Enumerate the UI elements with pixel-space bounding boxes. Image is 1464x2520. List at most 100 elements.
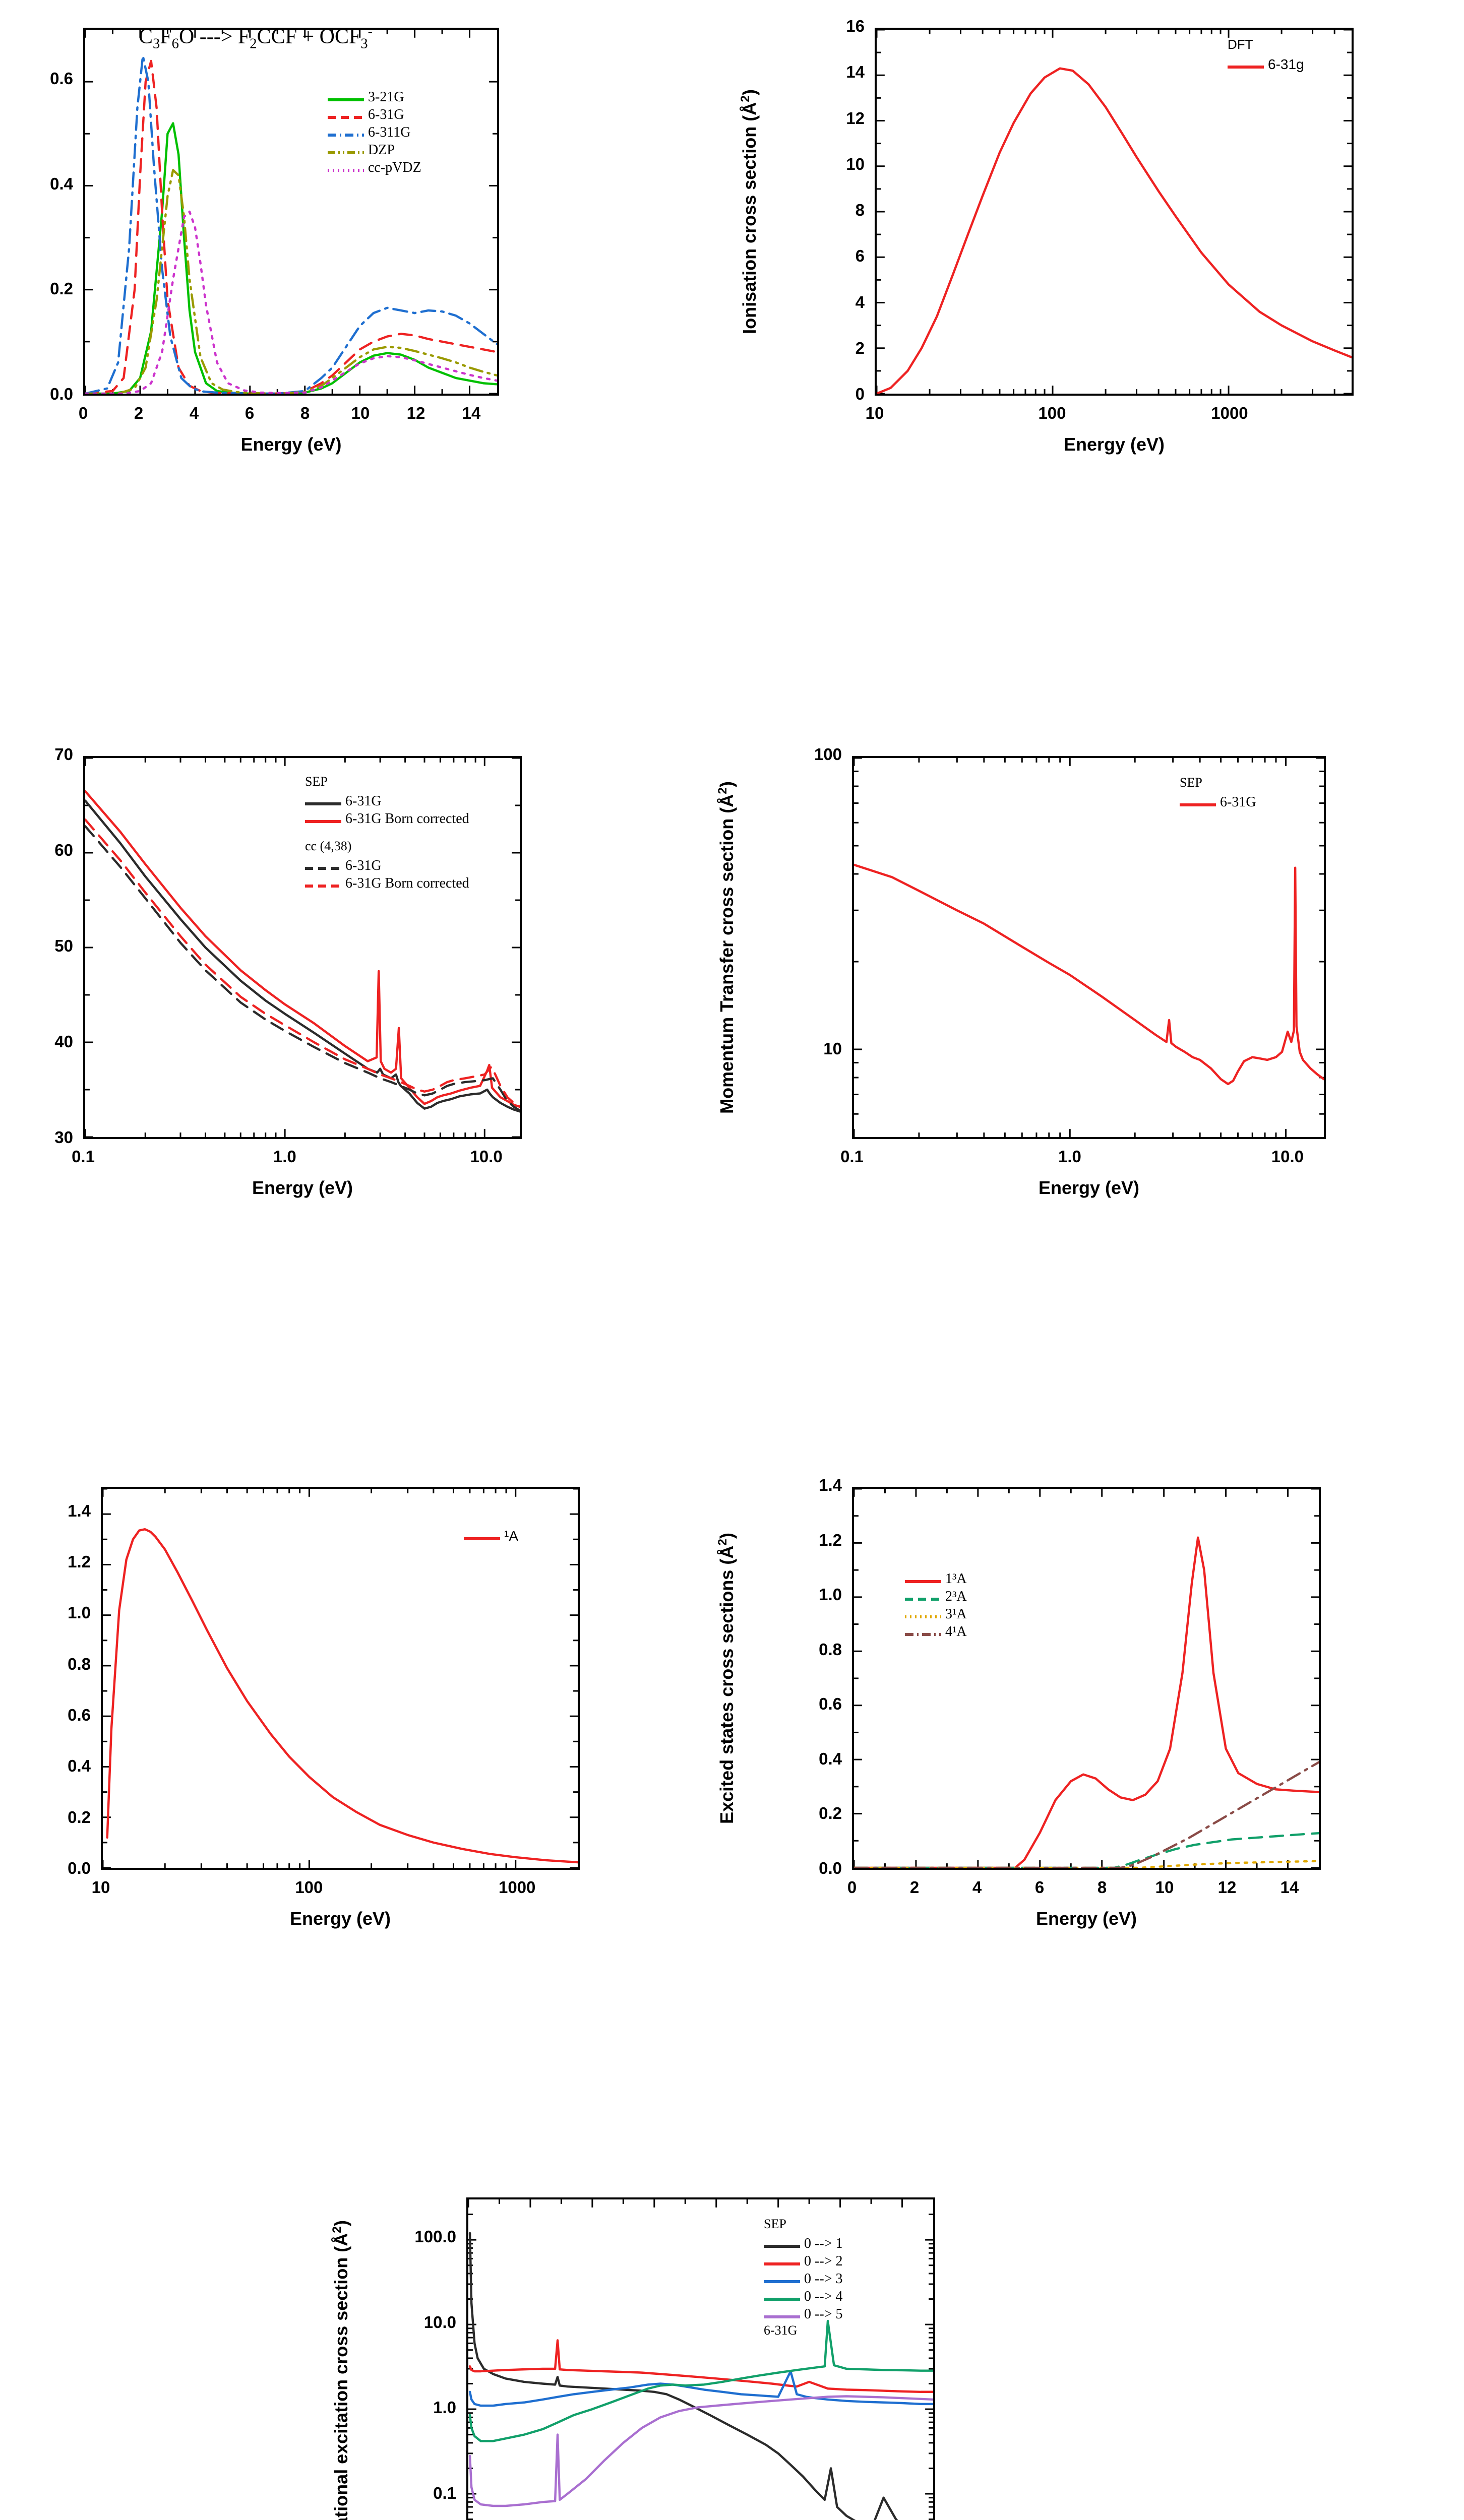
- legend-item[interactable]: cc-pVDZ: [328, 159, 421, 176]
- legend-item[interactable]: 4¹A: [905, 1623, 967, 1641]
- x-tick-label: 12: [406, 404, 425, 422]
- legend-ionisation: DFT 6-31g: [1228, 37, 1304, 73]
- plot-canvas-bef: [103, 1489, 578, 1868]
- plot-canvas-rotational: [468, 2199, 933, 2520]
- y-tick-label: 0.8: [819, 1640, 842, 1659]
- x-tick-label: 6: [245, 404, 255, 422]
- y-tick-label: 0.4: [68, 1756, 91, 1776]
- x-tick-label: 0.1: [840, 1147, 864, 1166]
- y-axis-title-rotational: Rotational excitation cross section (Å2): [330, 2220, 351, 2520]
- plot-canvas-ionisation: [877, 30, 1352, 394]
- legend-item[interactable]: 6-311G: [328, 123, 421, 141]
- legend-heading: SEP: [1180, 775, 1202, 790]
- x-tick-label: 2: [909, 1878, 920, 1897]
- series-line: [877, 67, 1352, 394]
- legend-item[interactable]: 0 --> 3: [764, 2270, 842, 2288]
- legend-label: cc-pVDZ: [368, 160, 421, 175]
- legend-heading: 6-31G: [764, 2323, 798, 2338]
- legend-label: 6-31g: [1268, 56, 1304, 72]
- legend-item[interactable]: 6-31G Born corrected: [305, 874, 469, 892]
- series-line: [85, 818, 520, 1108]
- legend-label: 0 --> 2: [804, 2253, 843, 2269]
- y-tick-label: 0.0: [68, 1859, 91, 1877]
- x-tick-label: 100: [1038, 404, 1066, 422]
- legend-item[interactable]: 3-21G: [328, 88, 421, 106]
- y-tick-label: 0.6: [68, 1706, 91, 1724]
- legend-heading: DFT: [1228, 37, 1253, 52]
- legend-label: 6-31G: [345, 858, 382, 873]
- series-line: [854, 1860, 1319, 1868]
- series-line: [468, 2395, 933, 2507]
- legend-rotational: SEP 0 --> 1 0 --> 2 0 --> 3 0 --> 4 0 --> 5 6-…: [764, 2217, 842, 2341]
- legend-item[interactable]: 6-31G: [1180, 793, 1256, 811]
- series-line: [854, 1761, 1319, 1868]
- plot-canvas-elastic: [85, 758, 520, 1137]
- y-tick-label: 14: [846, 62, 865, 82]
- y-tick-label: 10: [846, 154, 865, 173]
- y-tick-label: 50: [54, 936, 73, 955]
- legend-label: 3-21G: [368, 89, 404, 105]
- legend-heading: SEP: [305, 774, 328, 789]
- legend-item[interactable]: 0 --> 4: [764, 2288, 842, 2305]
- y-tick-label: 1.0: [433, 2398, 456, 2417]
- y-tick-label: 0.1: [433, 2484, 456, 2503]
- x-axis-title-dea: Energy (eV): [240, 434, 342, 455]
- legend-item[interactable]: 6-31G: [305, 792, 469, 810]
- y-tick-label: 70: [54, 745, 73, 764]
- y-tick-label: 0.2: [68, 1807, 91, 1826]
- legend-item[interactable]: 1³A: [905, 1570, 967, 1588]
- legend-item[interactable]: 0 --> 5: [764, 2305, 842, 2323]
- x-tick-label: 10.0: [1271, 1147, 1304, 1166]
- legend-item[interactable]: 3¹A: [905, 1605, 967, 1623]
- y-tick-label: 0.8: [68, 1654, 91, 1673]
- x-tick-label: 8: [1097, 1878, 1107, 1897]
- legend-item[interactable]: 6-31G: [305, 857, 469, 874]
- y-tick-label: 1.4: [68, 1501, 91, 1520]
- legend-item[interactable]: 0 --> 1: [764, 2235, 842, 2252]
- x-tick-label: 10.0: [470, 1147, 503, 1166]
- series-line: [85, 54, 497, 394]
- legend-label: 0 --> 5: [804, 2306, 843, 2322]
- legend-item[interactable]: DZP: [328, 141, 421, 159]
- legend-label: ¹A: [504, 1528, 518, 1544]
- plot-frame-dea: [83, 28, 499, 396]
- legend-label: 0 --> 3: [804, 2271, 843, 2287]
- series-line: [85, 59, 497, 394]
- legend-item[interactable]: 0 --> 2: [764, 2252, 842, 2270]
- legend-item[interactable]: 6-31G: [328, 106, 421, 123]
- legend-label: 6-31G: [1220, 794, 1256, 810]
- legend-item[interactable]: 6-31G Born corrected: [305, 810, 469, 828]
- legend-excited: 1³A 2³A 3¹A 4¹A: [905, 1570, 967, 1641]
- y-tick-label: 100.0: [414, 2227, 456, 2246]
- legend-label: 6-31G Born corrected: [345, 875, 469, 891]
- y-tick-label: 60: [54, 841, 73, 859]
- x-axis-title-ionisation: Energy (eV): [1063, 434, 1165, 455]
- y-tick-label: 0.4: [819, 1749, 842, 1768]
- legend-heading: cc (4,38): [305, 839, 352, 853]
- legend-label: 1³A: [945, 1571, 967, 1587]
- legend-gap: [305, 828, 469, 839]
- legend-item[interactable]: 6-31g: [1228, 55, 1304, 73]
- legend-item[interactable]: ¹A: [464, 1527, 518, 1545]
- legend-label: 6-311G: [368, 124, 411, 140]
- legend-label: 3¹A: [945, 1606, 967, 1622]
- x-axis-title-momentum: Energy (eV): [1038, 1177, 1140, 1198]
- x-tick-label: 10: [865, 404, 884, 422]
- x-tick-label: 0.1: [72, 1147, 95, 1166]
- x-tick-label: 1000: [498, 1878, 536, 1897]
- y-tick-label: 30: [54, 1128, 73, 1147]
- y-tick-label: 0.2: [50, 279, 73, 298]
- y-axis-title-excited: Excited states cross sections (Å2): [716, 1533, 737, 1824]
- plot-frame-ionisation: [875, 28, 1354, 396]
- y-tick-label: 10: [823, 1039, 842, 1058]
- legend-momentum: SEP 6-31G: [1180, 775, 1256, 811]
- x-axis-title-elastic: Energy (eV): [252, 1177, 353, 1198]
- y-tick-label: 0.6: [50, 69, 73, 88]
- legend-item[interactable]: 2³A: [905, 1588, 967, 1605]
- y-tick-label: 8: [855, 201, 865, 219]
- series-line: [85, 825, 520, 1112]
- plot-frame-elastic: [83, 756, 522, 1139]
- y-axis-title-ionisation: Ionisation cross section (Å2): [739, 89, 760, 334]
- plot-title-dea: C3F6O ---> F2CCF + OCF3-: [139, 24, 373, 52]
- y-tick-label: 16: [846, 17, 865, 35]
